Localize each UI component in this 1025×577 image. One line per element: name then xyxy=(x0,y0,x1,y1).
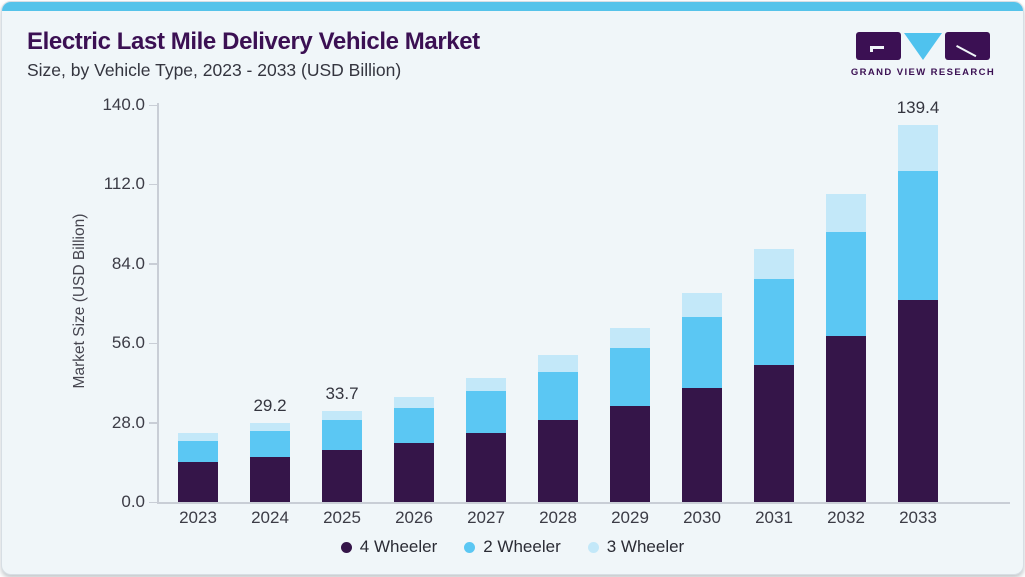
bar-2033: 139.4 xyxy=(897,98,939,502)
bar-segment-3-wheeler xyxy=(538,355,578,372)
legend-label: 3 Wheeler xyxy=(606,537,685,556)
y-axis-title: Market Size (USD Billion) xyxy=(71,213,88,389)
bar-segment-4-wheeler xyxy=(538,420,578,502)
y-tick-label: 140.0 xyxy=(102,95,145,114)
y-tick-mark xyxy=(149,263,157,265)
legend-dot-icon xyxy=(587,541,599,553)
legend-item-3-wheeler: 3 Wheeler xyxy=(587,537,685,557)
bar-segment-3-wheeler xyxy=(826,194,866,233)
bar-segment-2-wheeler xyxy=(178,440,218,462)
bars-area: 29.2 33.7 139.4 xyxy=(158,98,1010,502)
bar-segment-3-wheeler xyxy=(898,124,938,171)
bar-2027 xyxy=(466,377,506,502)
x-tick-label-2031: 2031 xyxy=(755,508,793,527)
bar-segment-2-wheeler xyxy=(826,232,866,336)
x-tick-label-2030: 2030 xyxy=(683,508,721,527)
x-tick-label-2033: 2033 xyxy=(899,508,937,527)
y-tick-label: 0.0 xyxy=(121,492,145,511)
x-tick-label-2024: 2024 xyxy=(251,508,289,527)
y-tick-label: 28.0 xyxy=(111,412,145,432)
bar-segment-2-wheeler xyxy=(394,407,434,443)
logo-g-stroke xyxy=(870,46,884,49)
bar-segment-3-wheeler xyxy=(250,423,290,432)
legend-label: 4 Wheeler xyxy=(359,537,438,556)
y-tick-mark xyxy=(149,501,157,503)
bar-segment-4-wheeler xyxy=(178,461,218,502)
bar-2029 xyxy=(610,328,650,502)
bar-segment-3-wheeler xyxy=(394,397,434,408)
bar-segment-4-wheeler xyxy=(826,335,866,502)
bar-segment-2-wheeler xyxy=(610,347,650,407)
bar-segment-2-wheeler xyxy=(466,391,506,434)
legend-label: 2 Wheeler xyxy=(483,537,561,556)
bar-segment-4-wheeler xyxy=(754,365,794,502)
header: Electric Last Mile Delivery Vehicle Mark… xyxy=(27,28,480,81)
bar-total-label: 33.7 xyxy=(325,383,359,403)
bar-segment-2-wheeler xyxy=(538,371,578,421)
chart-title: Electric Last Mile Delivery Vehicle Mark… xyxy=(27,28,480,55)
bar-segment-2-wheeler xyxy=(322,420,362,451)
bar-2023 xyxy=(178,432,218,502)
legend-dot-icon xyxy=(464,541,476,553)
logo-glyphs xyxy=(848,32,998,60)
x-tick-label-2027: 2027 xyxy=(467,508,505,527)
chart-subtitle: Size, by Vehicle Type, 2023 - 2033 (USD … xyxy=(27,60,402,80)
bar-segment-4-wheeler xyxy=(322,450,362,502)
legend: 4 Wheeler 2 Wheeler 3 Wheeler xyxy=(2,537,1023,557)
legend-item-4-wheeler: 4 Wheeler xyxy=(340,537,438,557)
bar-segment-4-wheeler xyxy=(898,299,938,502)
logo-r-block xyxy=(945,32,990,60)
logo-text: GRAND VIEW RESEARCH xyxy=(850,67,996,78)
x-tick-label-2023: 2023 xyxy=(179,508,217,527)
x-axis-line xyxy=(157,502,1010,504)
y-tick-label: 84.0 xyxy=(111,253,145,273)
bar-segment-2-wheeler xyxy=(250,431,290,458)
y-tick-mark xyxy=(149,342,157,345)
bar-segment-2-wheeler xyxy=(754,279,794,366)
bar-segment-3-wheeler xyxy=(754,248,794,280)
accent-top-bar xyxy=(2,2,1023,11)
x-tick-label-2026: 2026 xyxy=(395,508,433,527)
x-tick-label-2025: 2025 xyxy=(323,508,361,527)
logo-v-triangle xyxy=(904,32,942,60)
bar-segment-4-wheeler xyxy=(466,433,506,502)
bar-segment-2-wheeler xyxy=(682,317,722,388)
bar-segment-2-wheeler xyxy=(898,170,938,300)
y-tick-mark xyxy=(149,104,157,106)
bar-segment-3-wheeler xyxy=(322,410,362,421)
y-tick-label: 56.0 xyxy=(111,333,145,353)
y-tick-mark xyxy=(149,422,157,424)
bar-segment-4-wheeler xyxy=(682,387,722,502)
legend-dot-icon xyxy=(340,541,352,553)
bar-2030 xyxy=(682,292,722,502)
bar-segment-3-wheeler xyxy=(466,377,506,392)
bar-total-label: 139.4 xyxy=(896,97,940,117)
x-tick-label-2028: 2028 xyxy=(539,508,577,527)
grand-view-research-logo: GRAND VIEW RESEARCH xyxy=(848,32,998,78)
bar-2026 xyxy=(394,397,434,502)
y-axis-line xyxy=(157,103,159,503)
bar-segment-3-wheeler xyxy=(610,328,650,348)
x-tick-label-2029: 2029 xyxy=(611,508,649,527)
logo-g-block xyxy=(856,32,901,60)
bar-segment-4-wheeler xyxy=(610,406,650,502)
bar-segment-4-wheeler xyxy=(250,457,290,502)
y-tick-mark xyxy=(149,183,157,186)
legend-item-2-wheeler: 2 Wheeler xyxy=(464,537,561,557)
bar-total-label: 29.2 xyxy=(253,396,287,416)
bar-2031 xyxy=(754,248,794,502)
bar-2024: 29.2 xyxy=(250,396,290,502)
y-tick-label: 112.0 xyxy=(103,174,145,194)
bar-2028 xyxy=(538,355,578,502)
bar-segment-3-wheeler xyxy=(682,292,722,318)
bar-segment-4-wheeler xyxy=(394,442,434,502)
bar-2032 xyxy=(826,194,866,502)
bar-segment-3-wheeler xyxy=(178,432,218,441)
logo-g-hook xyxy=(870,46,873,52)
bar-2025: 33.7 xyxy=(322,384,362,502)
x-tick-label-2032: 2032 xyxy=(827,508,865,527)
